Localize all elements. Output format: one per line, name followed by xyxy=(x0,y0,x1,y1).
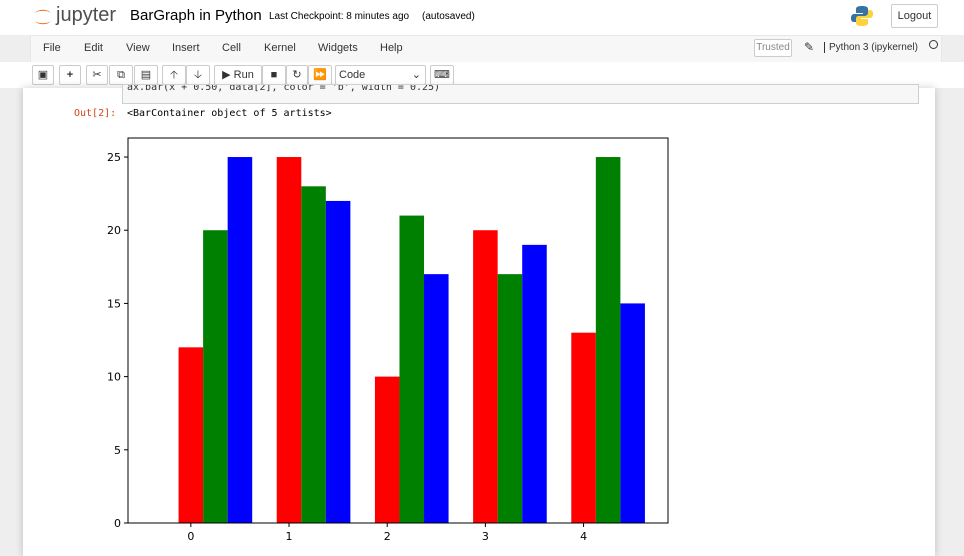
dropdown-arrow: ⌄ xyxy=(411,69,421,81)
menu-item[interactable]: Insert xyxy=(172,42,200,54)
insert-button[interactable]: + xyxy=(59,65,81,85)
autosaved: (autosaved) xyxy=(422,11,475,22)
copy-button[interactable]: ⧉ xyxy=(109,65,133,85)
y-tick-label: 5 xyxy=(114,444,121,457)
run-label: Run xyxy=(233,69,254,81)
code-cell[interactable]: ax.bar(x + 0.50, data[2], color = 'b', w… xyxy=(122,84,919,104)
edit-icon[interactable]: ✎ xyxy=(804,40,815,54)
bar xyxy=(203,230,228,523)
code-line: ax.bar(x + 0.50, data[2], color = 'b', w… xyxy=(127,84,441,93)
x-tick-label: 1 xyxy=(286,530,293,543)
bar xyxy=(424,274,449,523)
menu-item[interactable]: Edit xyxy=(84,42,103,54)
paste-button[interactable]: ▤ xyxy=(134,65,158,85)
y-tick-label: 25 xyxy=(107,151,121,164)
header: jupyter BarGraph in Python Last Checkpoi… xyxy=(0,0,964,35)
kernel-status xyxy=(929,40,938,49)
menu-item[interactable]: View xyxy=(126,42,150,54)
y-tick-label: 20 xyxy=(107,224,121,237)
bar xyxy=(276,157,302,523)
notebook-title[interactable]: BarGraph in Python xyxy=(130,7,262,24)
cell-type: Code xyxy=(339,69,366,81)
menu-item[interactable]: File xyxy=(43,42,61,54)
x-tick-label: 3 xyxy=(482,530,489,543)
bar-chart: 0 5 10 15 20 25 0 1 2 3 4 xyxy=(107,137,669,543)
logo-text[interactable]: jupyter xyxy=(56,4,117,26)
y-tick-label: 0 xyxy=(114,517,121,530)
logo-icon xyxy=(35,9,51,25)
logout-button[interactable]: Logout xyxy=(891,4,938,28)
bar xyxy=(399,215,425,523)
stop-button[interactable]: ■ xyxy=(262,65,286,85)
x-tick-label: 2 xyxy=(384,530,391,543)
toolbar: ▣ + ✂ ⧉ ▤ 🡡 🡣 ▶ Run ■ ↻ ⏩ Code ⌄ ⌨ xyxy=(0,62,964,88)
bar xyxy=(522,244,547,523)
bar xyxy=(473,230,498,523)
plot-frame xyxy=(127,137,669,524)
bar xyxy=(571,332,596,523)
kernel-name: Python 3 (ipykernel) xyxy=(824,42,918,53)
keyboard-button[interactable]: ⌨ xyxy=(430,65,454,85)
bar xyxy=(497,274,523,523)
run-all-button[interactable]: ⏩ xyxy=(308,65,332,85)
y-tick-label: 15 xyxy=(107,297,121,310)
output-text: <BarContainer object of 5 artists> xyxy=(127,108,332,119)
menu-item[interactable]: Help xyxy=(380,42,403,54)
bar xyxy=(227,157,253,523)
bar xyxy=(374,376,400,523)
python-logo xyxy=(851,6,873,26)
y-tick-label: 10 xyxy=(107,371,121,384)
restart-button[interactable]: ↻ xyxy=(286,65,308,85)
menu-item[interactable]: Widgets xyxy=(318,42,358,54)
save-button[interactable]: ▣ xyxy=(32,65,54,85)
run-button[interactable]: ▶ Run xyxy=(214,65,262,85)
output-prompt: Out[2]: xyxy=(74,108,117,119)
bar xyxy=(620,303,645,523)
bar xyxy=(595,157,621,523)
move-down-button[interactable]: 🡣 xyxy=(186,65,210,85)
move-up-button[interactable]: 🡡 xyxy=(162,65,186,85)
trusted-indicator[interactable]: Trusted xyxy=(754,39,792,57)
cell-type-select[interactable]: Code ⌄ xyxy=(335,65,426,85)
menu-item[interactable]: Kernel xyxy=(264,42,296,54)
bar xyxy=(325,200,351,523)
menu-item[interactable]: Cell xyxy=(222,42,241,54)
checkpoint: Last Checkpoint: 8 minutes ago xyxy=(269,11,410,22)
bar xyxy=(301,186,326,523)
cut-button[interactable]: ✂ xyxy=(86,65,108,85)
x-tick-label: 0 xyxy=(187,530,194,543)
bar xyxy=(178,347,204,523)
x-tick-label: 4 xyxy=(580,530,587,543)
menu-bar: File Edit View Insert Cell Kernel Widget… xyxy=(30,35,942,63)
